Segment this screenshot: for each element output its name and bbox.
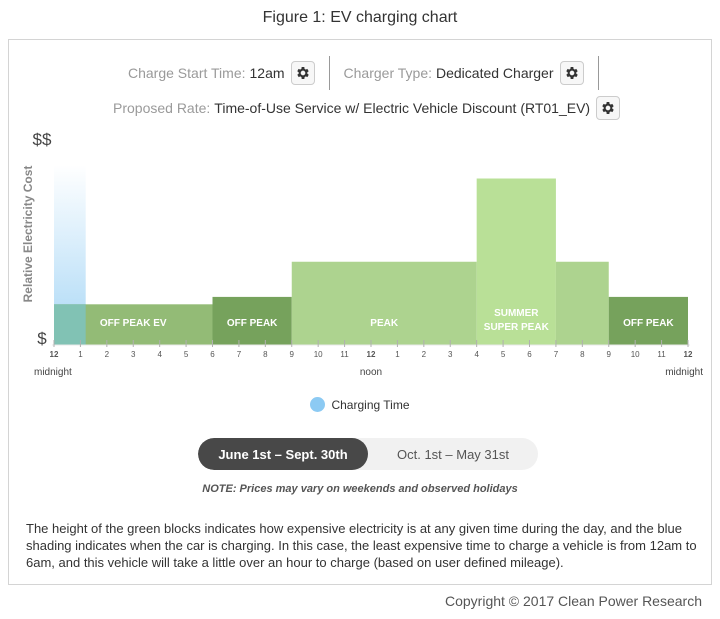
x-sublabel: midnight — [34, 367, 72, 378]
charging-block-overlay — [54, 304, 86, 345]
x-tick-label: 5 — [501, 350, 506, 359]
charger-type-settings-button[interactable] — [559, 61, 584, 85]
x-sublabel: midnight — [665, 367, 703, 378]
rate-block — [291, 261, 477, 345]
legend-label-charging: Charging Time — [331, 397, 410, 412]
charger-type-label: Charger Type: — [343, 65, 432, 81]
gear-icon — [602, 102, 614, 114]
holiday-note: NOTE: Prices may vary on weekends and ob… — [202, 483, 518, 495]
y-axis-top-label: $$ — [33, 130, 52, 149]
season-summer-button[interactable]: June 1st – Sept. 30th — [198, 438, 368, 470]
x-tick-label: 8 — [580, 350, 585, 359]
rate-block — [476, 178, 556, 345]
chart-legend: Charging Time — [0, 397, 720, 412]
charge-start-label: Charge Start Time: — [128, 65, 246, 81]
rate-value: Time-of-Use Service w/ Electric Vehicle … — [214, 100, 591, 116]
chart-panel — [8, 39, 712, 585]
rate-block-label: SUPER PEAK — [484, 322, 550, 333]
x-sublabel: noon — [360, 367, 382, 378]
x-tick-label: 2 — [422, 350, 427, 359]
season-toggle: June 1st – Sept. 30th Oct. 1st – May 31s… — [198, 438, 538, 470]
x-tick-label: 3 — [448, 350, 453, 359]
x-tick-label: 6 — [527, 350, 532, 359]
rate-block-label: OFF PEAK — [227, 318, 278, 329]
ev-cost-chart: $$ $ Relative Electricity Cost OFF PEAK … — [21, 130, 703, 378]
season-summer-label: June 1st – Sept. 30th — [218, 446, 348, 462]
copyright: Copyright © 2017 Clean Power Research — [444, 593, 702, 609]
x-tick-label: 11 — [340, 350, 349, 359]
x-tick-label: 11 — [657, 350, 666, 359]
gear-icon — [565, 67, 578, 79]
x-tick-label: 8 — [263, 350, 268, 359]
x-tick-label: 7 — [237, 350, 242, 359]
charger-type-value: Dedicated Charger — [436, 65, 554, 81]
rate-block — [608, 296, 688, 345]
x-tick-label: 10 — [314, 350, 323, 359]
rate-block — [212, 296, 292, 345]
y-axis-bottom-label: $ — [37, 329, 47, 348]
controls-divider — [597, 56, 599, 90]
x-tick-label: 5 — [184, 350, 189, 359]
charge-start-value: 12am — [249, 65, 285, 81]
x-tick-label: 10 — [631, 350, 640, 359]
rate-block-label: SUMMER — [494, 308, 539, 319]
rate-block — [555, 261, 609, 345]
figure-title: Figure 1: EV charging chart — [262, 9, 458, 26]
controls-row-2: Proposed Rate: Time-of-Use Service w/ El… — [113, 96, 621, 120]
x-tick-label: 3 — [131, 350, 136, 359]
x-tick-label: 6 — [210, 350, 215, 359]
x-tick-label: 2 — [105, 350, 110, 359]
controls-row-1: Charge Start Time: 12am Charger Type: De… — [128, 56, 613, 90]
x-tick-label: 12 — [50, 350, 59, 359]
x-tick-label: 9 — [290, 350, 295, 359]
x-tick-label: 9 — [607, 350, 612, 359]
gear-icon — [296, 67, 309, 79]
season-winter-label: Oct. 1st – May 31st — [397, 446, 509, 462]
x-tick-label: 1 — [395, 350, 400, 359]
x-tick-label: 1 — [78, 350, 83, 359]
rate-block-label: OFF PEAK EV — [100, 318, 167, 329]
rate-block-label: PEAK — [370, 318, 399, 329]
controls-divider — [328, 56, 330, 90]
rate-settings-button[interactable] — [596, 96, 621, 120]
season-winter-button[interactable]: Oct. 1st – May 31st — [368, 438, 538, 470]
legend-swatch-charging — [310, 397, 326, 412]
x-tick-label: 4 — [157, 350, 162, 359]
x-tick-label: 12 — [684, 350, 693, 359]
charge-start-settings-button[interactable] — [290, 61, 315, 85]
rate-block-label: OFF PEAK — [623, 318, 674, 329]
figure-caption: The height of the green blocks indicates… — [26, 521, 697, 570]
x-tick-label: 12 — [367, 350, 376, 359]
rate-label: Proposed Rate: — [113, 100, 211, 116]
y-axis-label: Relative Electricity Cost — [21, 166, 35, 303]
x-tick-label: 4 — [474, 350, 479, 359]
x-tick-label: 7 — [554, 350, 559, 359]
